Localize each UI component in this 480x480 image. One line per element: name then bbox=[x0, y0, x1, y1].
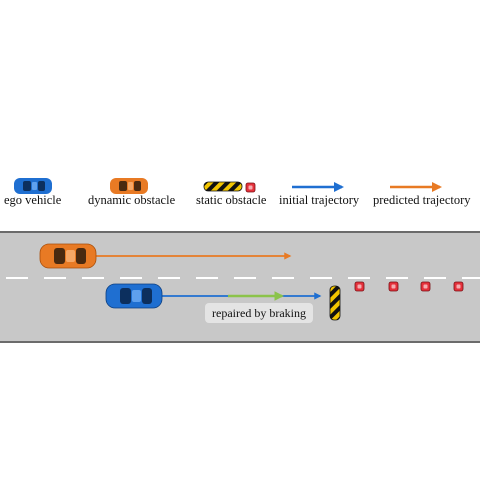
cone bbox=[420, 281, 431, 292]
legend-static-obstacle-icon bbox=[203, 181, 256, 193]
dynamic-obstacle-vehicle bbox=[39, 243, 97, 269]
barrier bbox=[329, 285, 341, 321]
legend-ego-vehicle-icon bbox=[14, 178, 52, 194]
legend-label-dynamic-obstacle: dynamic obstacle bbox=[88, 193, 176, 207]
legend-label-static-obstacle: static obstacle bbox=[196, 193, 267, 207]
cone bbox=[388, 281, 399, 292]
cone bbox=[354, 281, 365, 292]
legend-dynamic-obstacle-icon bbox=[110, 178, 148, 194]
static-obstacle bbox=[329, 281, 464, 321]
repair-annotation-label: repaired by braking bbox=[205, 303, 313, 323]
legend-label-initial-trajectory: initial trajectory bbox=[279, 193, 360, 207]
ego-vehicle bbox=[105, 283, 163, 309]
legend bbox=[14, 178, 442, 194]
legend-label-predicted-trajectory: predicted trajectory bbox=[373, 193, 471, 207]
legend-label-ego-vehicle: ego vehicle bbox=[4, 193, 62, 207]
cone bbox=[453, 281, 464, 292]
